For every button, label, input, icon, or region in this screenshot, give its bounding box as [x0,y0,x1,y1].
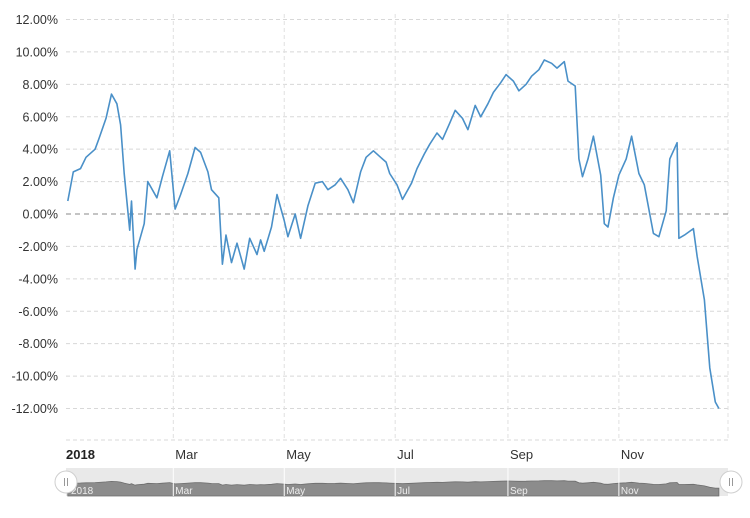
navigator-handle-right[interactable] [719,470,743,494]
y-tick-label: 12.00% [16,13,58,27]
y-tick-label: -4.00% [18,272,58,286]
navigator-handle-left[interactable] [54,470,78,494]
navigator-handle-left-circle[interactable] [54,470,78,494]
y-tick-label: 2.00% [23,175,58,189]
y-tick-label: 6.00% [23,110,58,124]
x-tick-label: Jul [397,447,414,462]
range-navigator[interactable]: 2018 Mar May Jul Sep Nov [54,468,743,497]
y-tick-label: -2.00% [18,240,58,254]
navigator-handle-right-circle[interactable] [719,470,743,494]
y-tick-label: 10.00% [16,45,58,59]
y-tick-label: -10.00% [11,370,58,384]
x-tick-label: Mar [175,447,198,462]
navigator-tick-label: Nov [621,486,639,497]
y-tick-label: 0.00% [23,208,58,222]
navigator-tick-label: Mar [175,486,193,497]
y-tick-label: -6.00% [18,305,58,319]
y-tick-label: 8.00% [23,78,58,92]
y-tick-label: 4.00% [23,143,58,157]
x-axis-tick-labels: 2018 Mar May Jul Sep Nov [66,447,644,462]
series-line [67,59,720,409]
vertical-gridlines [172,14,729,440]
navigator-tick-label: Sep [510,486,528,497]
x-tick-label: 2018 [66,447,95,462]
navigator-tick-label: May [286,486,305,497]
navigator-tick-label: Jul [397,486,410,497]
y-tick-label: -8.00% [18,337,58,351]
x-tick-label: Sep [510,447,533,462]
y-axis-tick-labels: 12.00% 10.00% 8.00% 6.00% 4.00% 2.00% 0.00% -2.… [11,13,58,416]
y-tick-label: -12.00% [11,402,58,416]
navigator-tick-label: 2018 [71,486,94,497]
x-tick-label: Nov [621,447,645,462]
horizontal-gridlines [66,19,728,441]
x-tick-label: May [286,447,311,462]
series-group [67,59,720,409]
